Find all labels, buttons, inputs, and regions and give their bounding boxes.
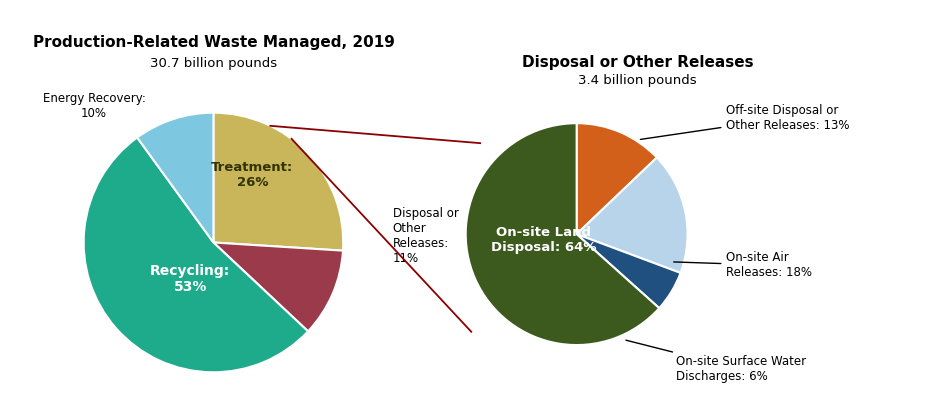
Text: Recycling:
53%: Recycling: 53% [150,264,230,294]
Text: Production-Related Waste Managed, 2019: Production-Related Waste Managed, 2019 [32,36,394,50]
Wedge shape [576,234,679,308]
Text: Off-site Disposal or
Other Releases: 13%: Off-site Disposal or Other Releases: 13% [640,104,849,140]
Text: 3.4 billion pounds: 3.4 billion pounds [578,74,696,87]
Wedge shape [465,123,658,345]
Text: Treatment:
26%: Treatment: 26% [211,161,293,189]
Wedge shape [576,123,656,234]
Wedge shape [83,138,308,372]
Wedge shape [213,113,343,251]
Text: Energy Recovery:
10%: Energy Recovery: 10% [43,92,146,120]
Wedge shape [213,242,343,331]
Text: Disposal or
Other
Releases:
11%: Disposal or Other Releases: 11% [392,207,458,265]
Text: On-site Air
Releases: 18%: On-site Air Releases: 18% [673,251,811,279]
Wedge shape [576,157,687,273]
Text: Disposal or Other Releases: Disposal or Other Releases [521,55,753,70]
Text: 30.7 billion pounds: 30.7 billion pounds [150,57,276,70]
Wedge shape [137,113,213,242]
Text: On-site Surface Water
Discharges: 6%: On-site Surface Water Discharges: 6% [625,340,806,383]
Text: On-site Land
Disposal: 64%: On-site Land Disposal: 64% [490,225,595,254]
